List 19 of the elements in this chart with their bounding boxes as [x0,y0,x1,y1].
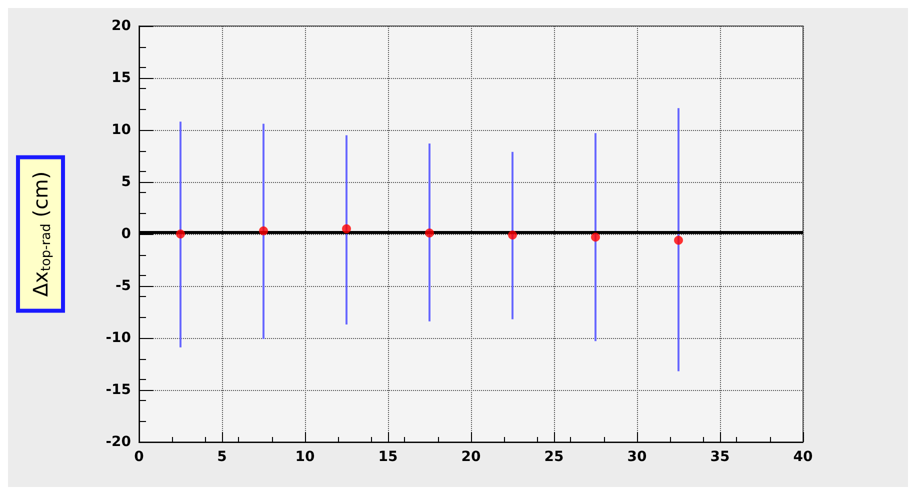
y-tick-label: 20 [112,18,132,34]
x-tick-label: 20 [461,449,481,465]
x-tick-label: 5 [217,449,227,465]
x-tick-label: 15 [378,449,398,465]
y-tick-label: 15 [112,70,131,86]
x-tick-label: 40 [793,449,813,465]
y-tick-label: -5 [115,278,131,294]
y-tick-label: -20 [106,434,132,450]
x-tick-label: 0 [134,449,144,465]
y-tick-label: 10 [112,122,132,138]
y-tick-label: -10 [106,330,132,346]
x-tick-label: 10 [295,449,315,465]
x-tick-label: 35 [710,449,730,465]
x-tick-label: 25 [544,449,564,465]
y-tick-label: -15 [106,382,131,398]
y-tick-label: 0 [121,226,132,242]
y-axis-title: Δxtop-rad (cm) [28,171,54,297]
y-tick-label: 5 [121,174,131,190]
x-tick-label: 30 [627,449,647,465]
